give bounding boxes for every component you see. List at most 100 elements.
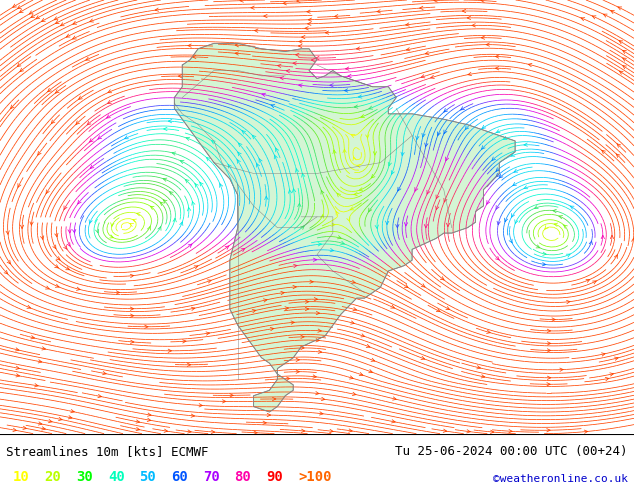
FancyArrowPatch shape xyxy=(188,244,192,247)
FancyArrowPatch shape xyxy=(285,307,288,310)
FancyArrowPatch shape xyxy=(305,26,308,30)
FancyArrowPatch shape xyxy=(96,229,99,233)
FancyArrowPatch shape xyxy=(602,353,605,356)
FancyArrowPatch shape xyxy=(330,429,333,433)
FancyArrowPatch shape xyxy=(462,9,466,13)
FancyArrowPatch shape xyxy=(421,74,425,78)
FancyArrowPatch shape xyxy=(443,429,447,432)
FancyArrowPatch shape xyxy=(11,105,14,109)
FancyArrowPatch shape xyxy=(23,426,27,430)
FancyArrowPatch shape xyxy=(164,127,167,131)
FancyArrowPatch shape xyxy=(130,307,134,310)
FancyArrowPatch shape xyxy=(288,190,292,194)
FancyArrowPatch shape xyxy=(46,286,49,289)
Polygon shape xyxy=(174,44,515,412)
FancyArrowPatch shape xyxy=(223,400,226,403)
FancyArrowPatch shape xyxy=(252,309,256,313)
FancyArrowPatch shape xyxy=(297,203,301,207)
FancyArrowPatch shape xyxy=(237,160,240,163)
FancyArrowPatch shape xyxy=(524,143,527,147)
FancyArrowPatch shape xyxy=(20,68,23,72)
FancyArrowPatch shape xyxy=(547,429,550,432)
FancyArrowPatch shape xyxy=(427,190,430,194)
FancyArrowPatch shape xyxy=(351,135,355,138)
FancyArrowPatch shape xyxy=(388,162,391,166)
FancyArrowPatch shape xyxy=(292,189,295,192)
FancyArrowPatch shape xyxy=(340,241,344,245)
FancyArrowPatch shape xyxy=(496,55,499,58)
FancyArrowPatch shape xyxy=(385,221,389,224)
FancyArrowPatch shape xyxy=(98,394,101,398)
FancyArrowPatch shape xyxy=(354,193,358,196)
FancyArrowPatch shape xyxy=(4,270,8,274)
FancyArrowPatch shape xyxy=(375,225,378,228)
FancyArrowPatch shape xyxy=(359,188,363,191)
FancyArrowPatch shape xyxy=(30,222,33,225)
FancyArrowPatch shape xyxy=(67,34,70,37)
FancyArrowPatch shape xyxy=(29,11,33,14)
FancyArrowPatch shape xyxy=(425,143,428,147)
FancyArrowPatch shape xyxy=(267,414,271,416)
FancyArrowPatch shape xyxy=(446,223,450,226)
FancyArrowPatch shape xyxy=(66,267,70,270)
FancyArrowPatch shape xyxy=(430,75,434,78)
FancyArrowPatch shape xyxy=(316,339,320,342)
FancyArrowPatch shape xyxy=(604,14,607,17)
FancyArrowPatch shape xyxy=(276,148,279,152)
FancyArrowPatch shape xyxy=(307,22,311,25)
FancyArrowPatch shape xyxy=(108,90,112,93)
FancyArrowPatch shape xyxy=(486,43,489,46)
FancyArrowPatch shape xyxy=(136,427,139,431)
FancyArrowPatch shape xyxy=(353,392,356,395)
Text: Streamlines 10m [kts] ECMWF: Streamlines 10m [kts] ECMWF xyxy=(6,445,209,458)
FancyArrowPatch shape xyxy=(391,305,394,308)
Text: 90: 90 xyxy=(266,470,283,484)
FancyArrowPatch shape xyxy=(602,150,605,154)
FancyArrowPatch shape xyxy=(273,397,276,401)
FancyArrowPatch shape xyxy=(251,6,254,9)
Text: 20: 20 xyxy=(44,470,61,484)
FancyArrowPatch shape xyxy=(169,192,173,195)
FancyArrowPatch shape xyxy=(68,229,71,233)
FancyArrowPatch shape xyxy=(13,428,16,432)
FancyArrowPatch shape xyxy=(436,206,439,210)
FancyArrowPatch shape xyxy=(242,131,246,134)
Text: 60: 60 xyxy=(171,470,188,484)
FancyArrowPatch shape xyxy=(6,231,10,234)
FancyArrowPatch shape xyxy=(13,4,16,7)
FancyArrowPatch shape xyxy=(337,236,341,239)
FancyArrowPatch shape xyxy=(496,205,499,209)
FancyArrowPatch shape xyxy=(262,93,266,97)
Text: 30: 30 xyxy=(76,470,93,484)
FancyArrowPatch shape xyxy=(392,397,396,400)
FancyArrowPatch shape xyxy=(545,225,548,229)
FancyArrowPatch shape xyxy=(219,184,223,188)
FancyArrowPatch shape xyxy=(53,245,56,248)
Text: 50: 50 xyxy=(139,470,156,484)
FancyArrowPatch shape xyxy=(514,169,518,172)
FancyArrowPatch shape xyxy=(330,248,333,252)
FancyArrowPatch shape xyxy=(259,159,262,163)
FancyArrowPatch shape xyxy=(542,263,546,266)
FancyArrowPatch shape xyxy=(344,89,348,92)
FancyArrowPatch shape xyxy=(581,18,585,21)
FancyArrowPatch shape xyxy=(56,257,60,260)
FancyArrowPatch shape xyxy=(337,194,340,197)
FancyArrowPatch shape xyxy=(373,151,377,155)
FancyArrowPatch shape xyxy=(584,430,588,433)
FancyArrowPatch shape xyxy=(163,178,167,181)
FancyArrowPatch shape xyxy=(281,292,284,294)
FancyArrowPatch shape xyxy=(293,285,296,289)
FancyArrowPatch shape xyxy=(255,29,258,32)
FancyArrowPatch shape xyxy=(425,51,429,55)
FancyArrowPatch shape xyxy=(296,358,299,362)
FancyArrowPatch shape xyxy=(263,299,267,302)
FancyArrowPatch shape xyxy=(172,152,176,155)
FancyArrowPatch shape xyxy=(46,190,49,194)
FancyArrowPatch shape xyxy=(335,15,338,18)
FancyArrowPatch shape xyxy=(78,200,81,204)
FancyArrowPatch shape xyxy=(264,196,268,199)
FancyArrowPatch shape xyxy=(543,252,547,255)
FancyArrowPatch shape xyxy=(416,136,419,140)
FancyArrowPatch shape xyxy=(235,44,238,47)
